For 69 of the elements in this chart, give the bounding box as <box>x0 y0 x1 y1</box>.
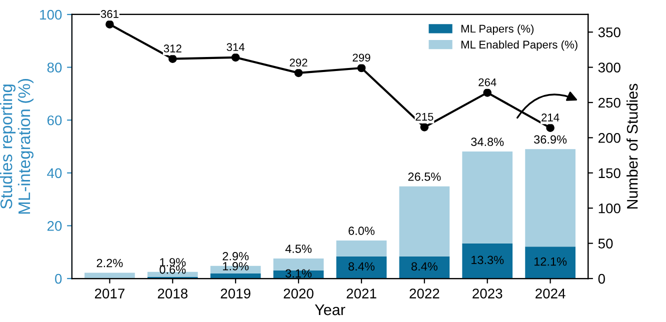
data-label: 1.9% <box>223 262 249 270</box>
legend-label: ML Papers (%) <box>461 24 534 35</box>
bar <box>336 256 387 279</box>
data-label: 2.9% <box>222 252 249 260</box>
x-tick-label: 2023 <box>472 288 502 298</box>
y2-tick-label: 300 <box>598 62 620 72</box>
data-label: 36.9% <box>534 135 567 144</box>
point <box>546 124 554 132</box>
y-tick-label: 60 <box>47 115 62 126</box>
data-label: 8.4% <box>348 262 375 271</box>
data-label: 264 <box>478 78 496 86</box>
bar <box>525 246 576 279</box>
data-label: 299 <box>352 54 370 62</box>
x-axis-title: Year <box>314 304 346 316</box>
data-label: 12.1% <box>534 257 567 266</box>
y2-tick-label: 250 <box>598 98 620 108</box>
data-label: 312 <box>164 44 182 52</box>
bar <box>462 243 513 279</box>
y2-tick-label: 50 <box>598 238 613 248</box>
y-tick-label: 80 <box>47 62 62 72</box>
x-tick-label: 2020 <box>284 288 314 298</box>
bar <box>525 149 576 247</box>
y2-tick-label: 150 <box>598 168 620 178</box>
data-label: 292 <box>290 58 308 67</box>
point <box>483 88 492 97</box>
x-tick-label: 2017 <box>94 288 124 298</box>
data-label: 2.2% <box>96 258 123 268</box>
bar <box>336 240 387 256</box>
y-tick-label: 0 <box>55 274 62 284</box>
data-label: 215 <box>416 112 434 121</box>
point <box>294 68 303 78</box>
data-label: 6.0% <box>348 226 375 236</box>
y-tick-label: 40 <box>47 168 62 178</box>
data-label: 34.8% <box>471 138 504 146</box>
y-tick-label: 100 <box>40 10 62 20</box>
bar <box>210 274 261 279</box>
data-label: 214 <box>542 114 560 122</box>
bar <box>462 152 513 244</box>
data-label: 3.1% <box>286 269 312 278</box>
bar <box>273 258 324 270</box>
point <box>420 122 429 132</box>
x-tick-label: 2022 <box>410 288 440 298</box>
y2-tick-label: 0 <box>598 274 605 284</box>
y2-axis-title: Number of Studies <box>626 84 638 209</box>
y2-tick-label: 100 <box>598 203 620 214</box>
y-tick-label: 20 <box>47 221 62 231</box>
point <box>357 64 366 72</box>
data-label: 4.5% <box>285 244 312 253</box>
data-label: 0.6% <box>160 265 186 274</box>
data-label: 26.5% <box>408 172 441 181</box>
point <box>231 53 240 62</box>
data-label: 314 <box>226 43 245 52</box>
x-tick-label: 2019 <box>220 288 250 298</box>
data-label: 8.4% <box>411 262 438 271</box>
x-tick-label: 2024 <box>536 288 566 298</box>
y2-tick-label: 200 <box>598 133 620 143</box>
data-label: 1.9% <box>160 258 186 266</box>
bar <box>84 272 135 279</box>
y-axis-title: Studies reporting ML-integration (%) <box>0 78 34 214</box>
legend-label: ML Enabled Papers (%) <box>461 40 578 51</box>
bar <box>399 186 450 256</box>
x-tick-label: 2021 <box>346 288 376 298</box>
x-tick-label: 2018 <box>158 288 188 298</box>
y2-tick-label: 350 <box>598 27 620 38</box>
data-label: 361 <box>100 10 118 18</box>
data-label: 13.3% <box>472 256 504 264</box>
point <box>168 54 177 64</box>
point <box>106 20 114 29</box>
bar <box>399 256 450 279</box>
